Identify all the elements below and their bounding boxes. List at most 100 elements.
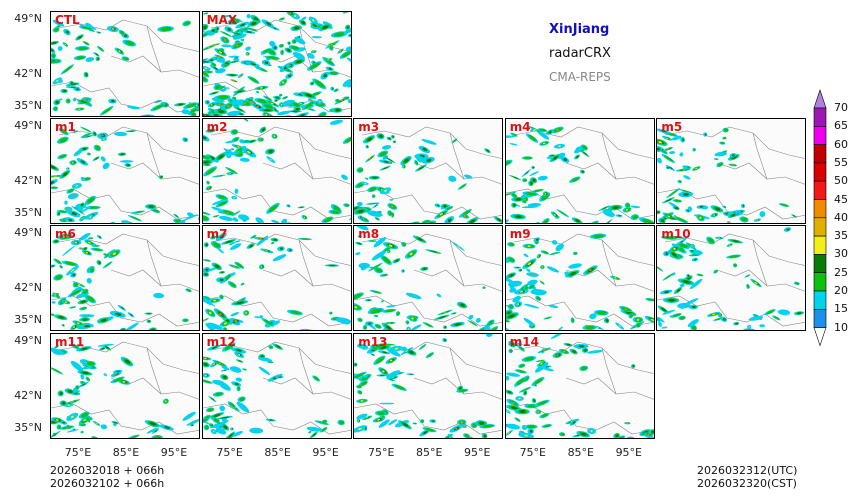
radar-map [51, 233, 199, 331]
colorbar-extend-max [813, 89, 827, 109]
radar-map [202, 12, 351, 116]
lon-tick-label: 75°E [367, 446, 395, 459]
radar-map [51, 19, 199, 116]
lon-tick-label: 85°E [567, 446, 595, 459]
lat-tick-label: 49°N [14, 12, 42, 25]
panel-m1: m1 [50, 118, 200, 225]
lat-tick-label: 49°N [14, 226, 42, 240]
panel-label: m12 [206, 334, 236, 349]
panel-label: m1 [55, 120, 76, 135]
lat-tick-label: 35°N [14, 206, 42, 220]
lon-tick-label: 85°E [415, 446, 443, 459]
colorbar-tick-label: 30 [834, 247, 848, 261]
panel-label: m7 [206, 227, 228, 242]
lat-tick-label: 35°N [14, 99, 42, 112]
panel-m3: m3 [353, 118, 504, 225]
colorbar-tick-label: 25 [834, 265, 848, 279]
region-title: XinJiang [549, 22, 610, 37]
lon-tick-label: 95°E [160, 446, 188, 459]
panel-label: m14 [509, 334, 539, 349]
valid-time-cst: 2026032320(CST) [697, 477, 797, 490]
lat-tick-label: 42°N [14, 281, 42, 295]
init-time-line1: 2026032018 + 066h [50, 464, 165, 477]
panel-m6: m6 [50, 225, 200, 332]
colorbar-box [813, 180, 827, 200]
panel-max: MAX [201, 11, 352, 117]
lon-tick-label: 85°E [112, 446, 140, 459]
panel-label: m8 [358, 227, 380, 242]
init-time-block: 2026032018 + 066h 2026032102 + 066h [50, 464, 164, 490]
panel-m8: m8 [353, 225, 504, 332]
lat-tick-label: 42°N [14, 67, 42, 80]
lon-tick-label: 85°E [264, 446, 291, 459]
colorbar-box [813, 144, 827, 164]
colorbar-box [813, 162, 827, 182]
lon-tick-label: 75°E [216, 446, 243, 459]
radar-map [505, 126, 654, 224]
panel-label: m2 [206, 120, 228, 135]
panel-m14: m14 [504, 332, 655, 439]
lat-tick-label: 35°N [14, 420, 42, 434]
panel-m2: m2 [201, 118, 352, 225]
panel-m11: m11 [50, 332, 200, 439]
radar-map [354, 226, 503, 331]
colorbar-box [813, 125, 827, 145]
lon-tick-label: 75°E [519, 446, 547, 459]
colorbar-tick-label: 50 [834, 174, 848, 188]
panel-label: m9 [509, 227, 531, 242]
colorbar-box [813, 199, 827, 219]
radar-map [202, 233, 351, 331]
colorbar-box [813, 254, 827, 273]
panel-m4: m4 [504, 118, 655, 225]
colorbar-box [813, 272, 827, 292]
colorbar-tick-label: 35 [834, 229, 848, 243]
lat-tick-label: 49°N [14, 333, 42, 347]
valid-time-utc: 2026032312(UTC) [697, 464, 798, 477]
variable-title: radarCRX [549, 46, 611, 61]
radar-map [51, 126, 199, 224]
lon-tick-label: 95°E [615, 446, 643, 459]
panel-label: m3 [358, 120, 380, 135]
init-time-line2: 2026032102 + 066h [50, 477, 165, 490]
panel-m5: m5 [656, 118, 807, 225]
colorbar-tick-label: 10 [834, 320, 848, 334]
colorbar-tick-label: 55 [834, 155, 848, 169]
panel-ctl: CTL [50, 11, 200, 117]
panel-label: m5 [661, 120, 683, 135]
radar-map [505, 233, 654, 331]
panel-m12: m12 [201, 332, 352, 439]
radar-map [505, 333, 654, 438]
radar-map [354, 333, 503, 438]
colorbar-box [813, 217, 827, 237]
valid-time-block: 2026032312(UTC) 2026032320(CST) [697, 464, 797, 490]
colorbar-tick-label: 65 [834, 119, 848, 133]
colorbar-tick-label: 70 [834, 101, 848, 114]
colorbar-extend-min [813, 327, 827, 347]
radar-map [202, 341, 351, 438]
panel-label: m6 [55, 227, 76, 242]
lon-tick-label: 75°E [64, 446, 92, 459]
panel-label: m4 [509, 120, 531, 135]
lon-tick-label: 95°E [312, 446, 339, 459]
radar-map [657, 126, 806, 224]
colorbar [813, 89, 827, 347]
panel-label: m11 [55, 334, 85, 349]
lon-tick-label: 95°E [463, 446, 491, 459]
lat-tick-label: 42°N [14, 388, 42, 402]
panel-m7: m7 [201, 225, 352, 332]
panel-label: m13 [358, 334, 388, 349]
colorbar-tick-label: 45 [834, 192, 848, 206]
panel-m13: m13 [353, 332, 504, 439]
panel-m9: m9 [504, 225, 655, 332]
radar-map [657, 227, 806, 331]
colorbar-tick-label: 60 [834, 137, 848, 151]
lat-tick-label: 42°N [14, 174, 42, 188]
colorbar-box [813, 290, 827, 310]
panel-label: MAX [206, 13, 238, 27]
colorbar-tick-label: 40 [834, 210, 848, 224]
colorbar-box [813, 107, 827, 127]
panel-m10: m10 [656, 225, 807, 332]
lat-tick-label: 49°N [14, 119, 42, 133]
colorbar-tick-label: 15 [834, 302, 848, 316]
system-title: CMA-REPS [549, 70, 611, 84]
